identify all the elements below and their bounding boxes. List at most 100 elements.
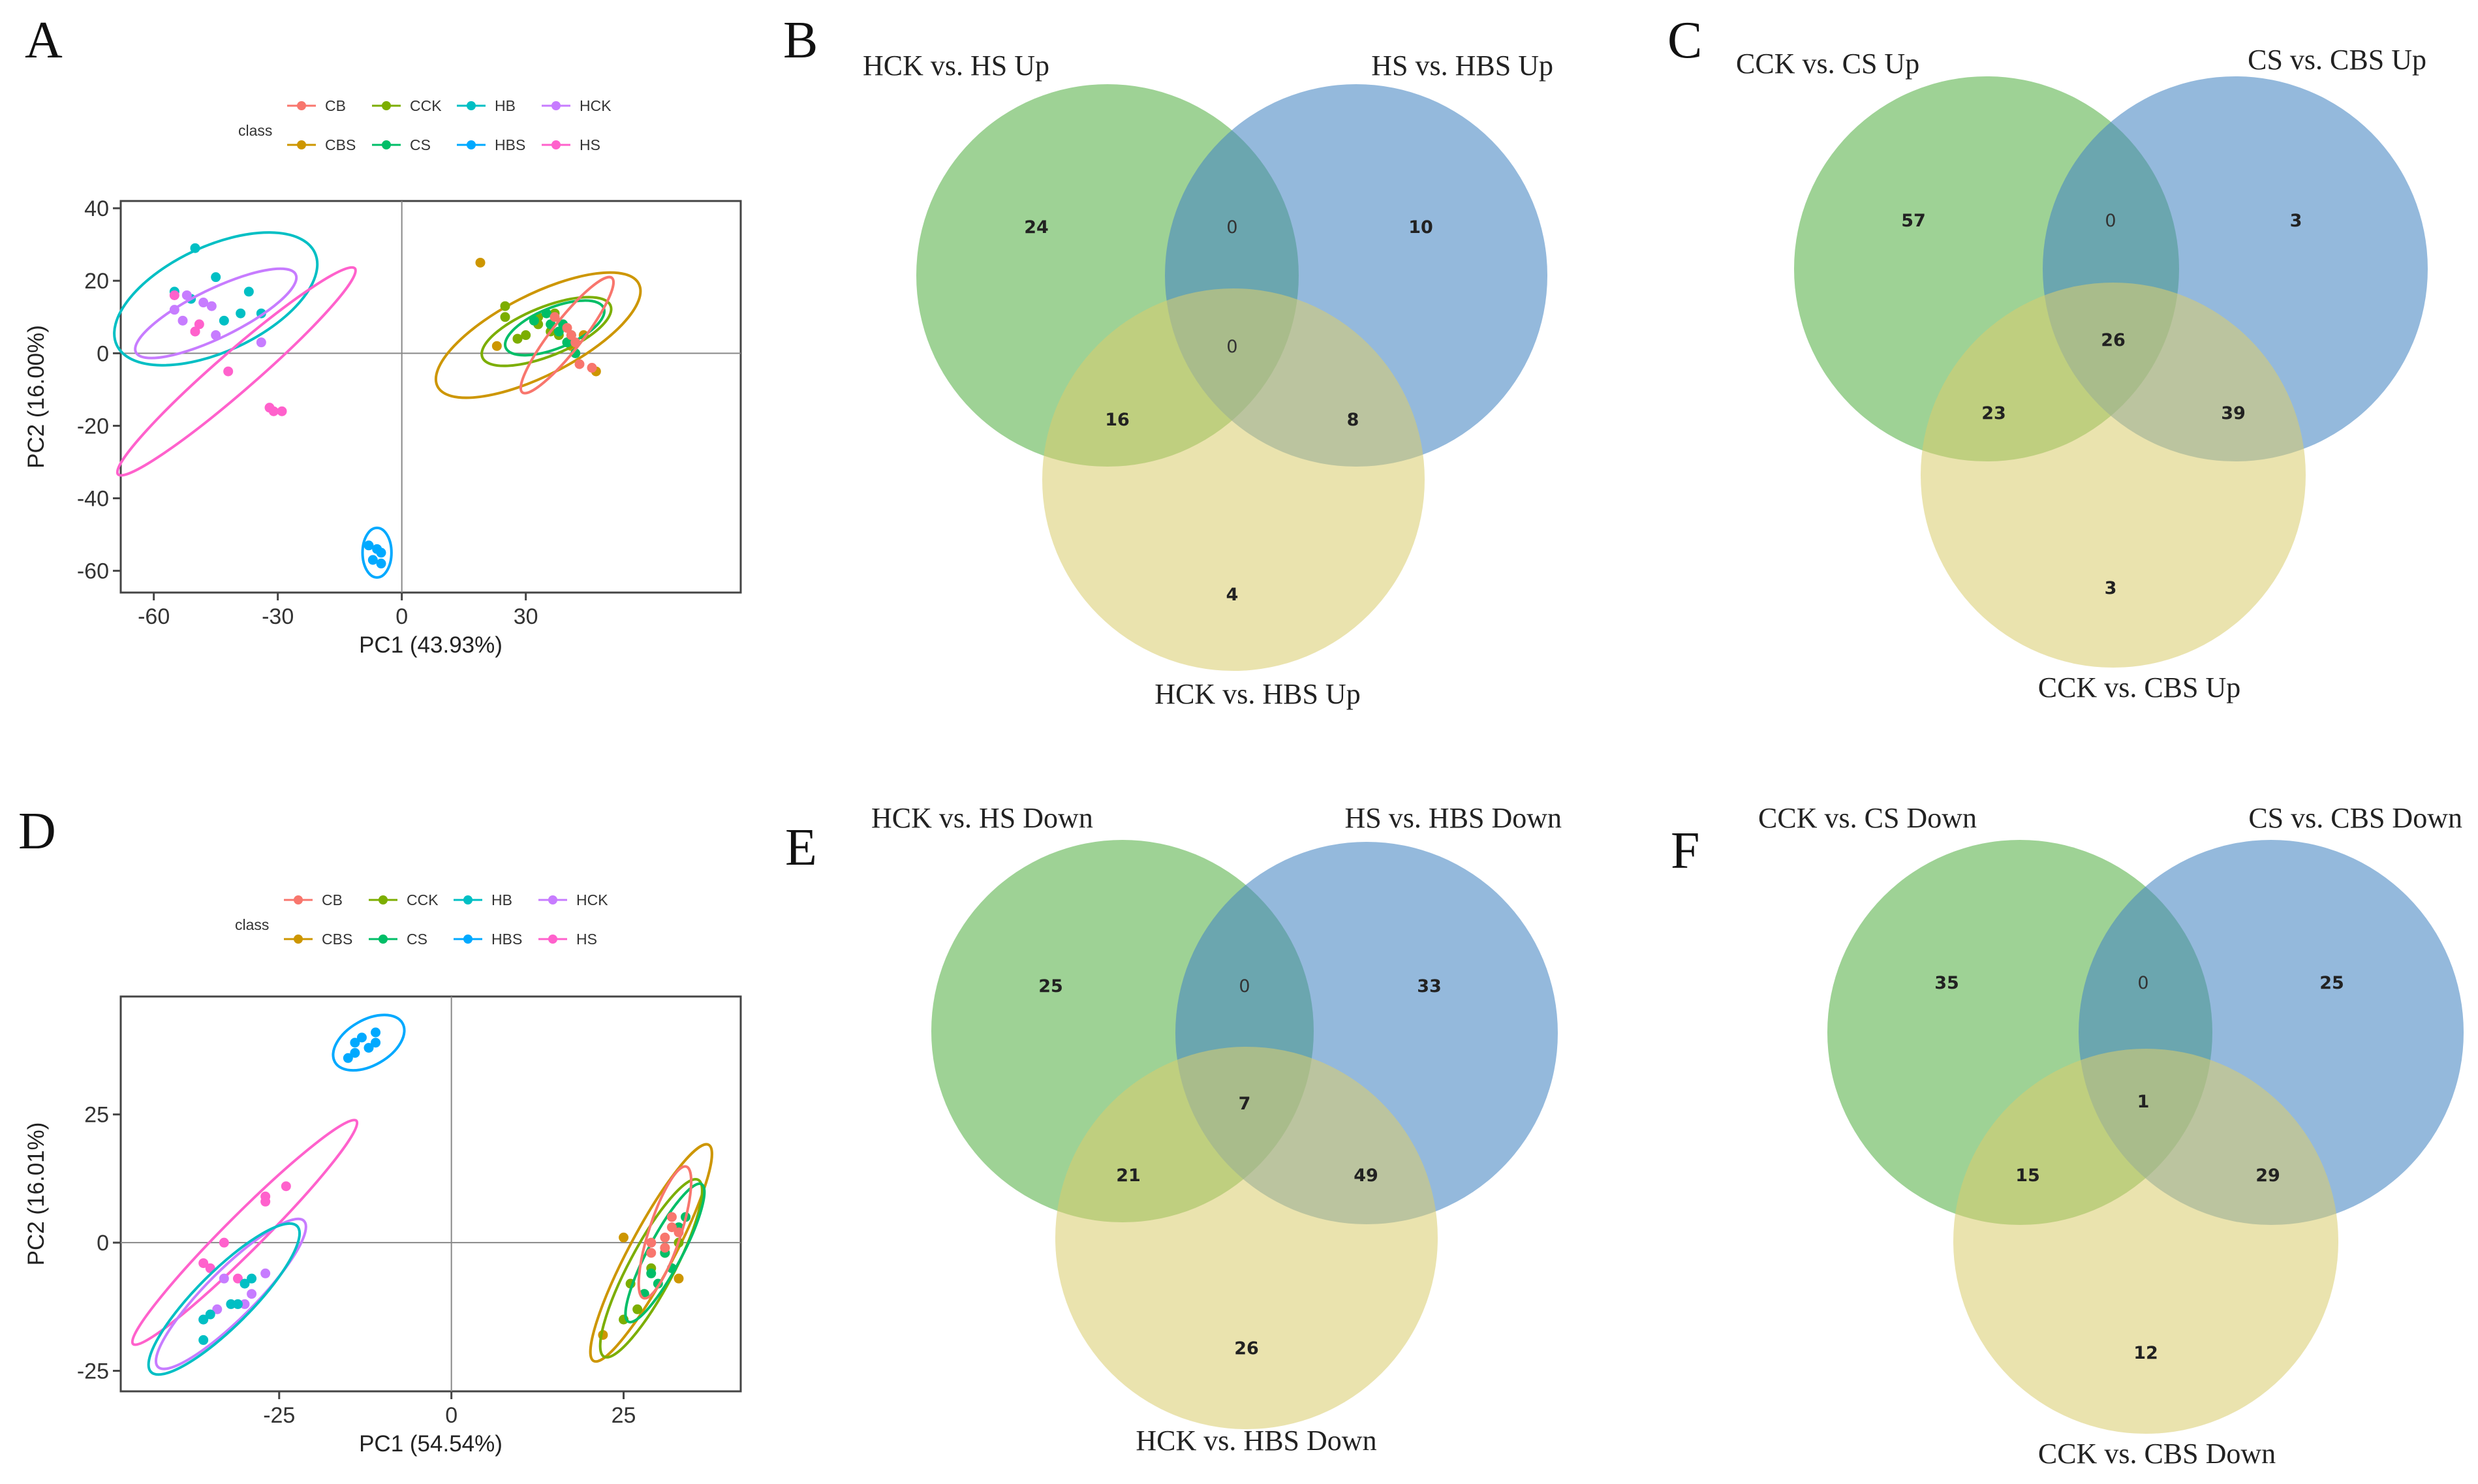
y-axis-title: PC2 (16.01%) (23, 1122, 49, 1266)
legend-dot-cs (379, 935, 388, 944)
point-cb (646, 1248, 657, 1258)
point-hck (206, 301, 217, 311)
point-hbs (364, 1043, 374, 1053)
venn-count-ab: 0 (2137, 973, 2148, 993)
legend-title: class (235, 916, 269, 933)
y-tick-label: 20 (84, 269, 109, 294)
point-hb (198, 1335, 209, 1345)
venn-count-ac: 15 (2015, 1166, 2040, 1186)
venn-title-set-c: HCK vs. HBS Up (1154, 678, 1360, 710)
venn-title-set-b: CS vs. CBS Down (2248, 802, 2462, 834)
legend-label-hck: HCK (576, 891, 608, 908)
venn-title-set-b: CS vs. CBS Up (2248, 44, 2426, 76)
point-hb (236, 308, 246, 318)
plot-frame (119, 995, 742, 1393)
legend-label-cs: CS (407, 931, 427, 948)
legend-dot-hck (551, 101, 561, 110)
venn-count-abc: 7 (1239, 1094, 1251, 1114)
point-cb (660, 1243, 670, 1253)
point-hck (181, 290, 192, 300)
panel-label-c: C (1667, 12, 1702, 69)
y-tick-label: -25 (77, 1359, 109, 1384)
venn-count-c-only: 4 (1226, 585, 1239, 605)
x-tick-label: 0 (445, 1403, 457, 1428)
y-tick-label: -60 (77, 559, 109, 584)
point-cb (562, 322, 572, 333)
legend-label-hbs: HBS (495, 136, 525, 153)
venn-count-b-only: 25 (2319, 973, 2344, 993)
point-hs (281, 1181, 291, 1192)
point-hck (247, 1289, 257, 1299)
point-cb (570, 337, 581, 348)
point-cb (660, 1232, 670, 1243)
point-cs (541, 308, 551, 318)
legend-dot-hs (548, 935, 557, 944)
venn-title-set-c: CCK vs. CBS Up (2038, 672, 2241, 703)
point-cck (632, 1304, 643, 1314)
point-cs (562, 337, 572, 348)
panel-label-e: E (785, 819, 817, 876)
point-hck (219, 1273, 229, 1284)
venn-count-ac: 16 (1105, 410, 1130, 430)
point-hck (212, 1304, 223, 1314)
venn-title-set-b: HS vs. HBS Down (1344, 802, 1562, 834)
point-hbs (350, 1038, 360, 1048)
venn-circle-set-c (1055, 1047, 1438, 1429)
venn-count-bc: 8 (1347, 410, 1359, 430)
point-hbs (371, 1027, 381, 1038)
point-hck (178, 315, 188, 326)
point-hs (169, 290, 179, 300)
x-tick-label: 30 (514, 604, 538, 629)
point-cs (553, 326, 564, 337)
point-hb (198, 1314, 209, 1325)
ellipse-hs (116, 266, 357, 477)
point-cb (566, 330, 576, 341)
point-cck (512, 333, 523, 344)
point-hck (169, 305, 179, 315)
point-cck (500, 312, 510, 322)
x-axis-title: PC1 (54.54%) (359, 1431, 503, 1457)
y-tick-label: -40 (77, 487, 109, 512)
x-tick-label: -60 (138, 604, 170, 629)
point-hb (219, 315, 229, 326)
legend-dot-cbs (294, 935, 303, 944)
point-cbs (674, 1273, 684, 1284)
legend-label-hb: HB (491, 891, 512, 908)
ellipse-hbs (332, 1013, 406, 1072)
point-hck (240, 1299, 250, 1309)
legend-dot-hbs (463, 935, 472, 944)
plot-frame (119, 200, 742, 594)
legend-label-hbs: HBS (491, 931, 522, 948)
point-cbs (619, 1232, 629, 1243)
venn-count-ab: 0 (1239, 976, 1250, 997)
x-tick-label: 25 (612, 1403, 636, 1428)
legend-label-cs: CS (410, 136, 431, 153)
y-tick-label: -20 (77, 414, 109, 439)
venn-count-ac: 23 (1981, 403, 2006, 424)
venn-count-a-only: 57 (1901, 211, 1926, 231)
venn-count-a-only: 24 (1024, 217, 1049, 238)
point-hbs (364, 540, 374, 551)
venn-diagram-b: HCK vs. HS Up HS vs. HBS Up HCK vs. HBS Up… (863, 50, 1553, 710)
legend-dot-cck (379, 895, 388, 904)
legend-label-hck: HCK (580, 97, 612, 114)
point-cb (646, 1237, 657, 1248)
point-cck (500, 301, 510, 311)
x-tick-label: -30 (262, 604, 294, 629)
legend-label-cbs: CBS (322, 931, 352, 948)
point-cb (574, 359, 585, 369)
venn-count-ab: 0 (2105, 211, 2116, 231)
point-hs (232, 1273, 243, 1284)
point-hck (256, 337, 266, 348)
venn-count-a-only: 35 (1934, 973, 1959, 993)
point-hbs (350, 1047, 360, 1058)
venn-count-a-only: 25 (1038, 976, 1063, 997)
x-tick-label: 0 (395, 604, 408, 629)
venn-diagram-e: HCK vs. HS Down HS vs. HBS Down HCK vs. HB… (871, 802, 1562, 1457)
legend-dot-hck (548, 895, 557, 904)
ellipse-hck (134, 267, 298, 360)
point-hb (211, 272, 221, 283)
y-tick-label: 0 (97, 1231, 109, 1256)
point-hbs (376, 559, 386, 569)
venn-diagram-f: CCK vs. CS Down CS vs. CBS Down CCK vs. CB… (1758, 802, 2464, 1470)
